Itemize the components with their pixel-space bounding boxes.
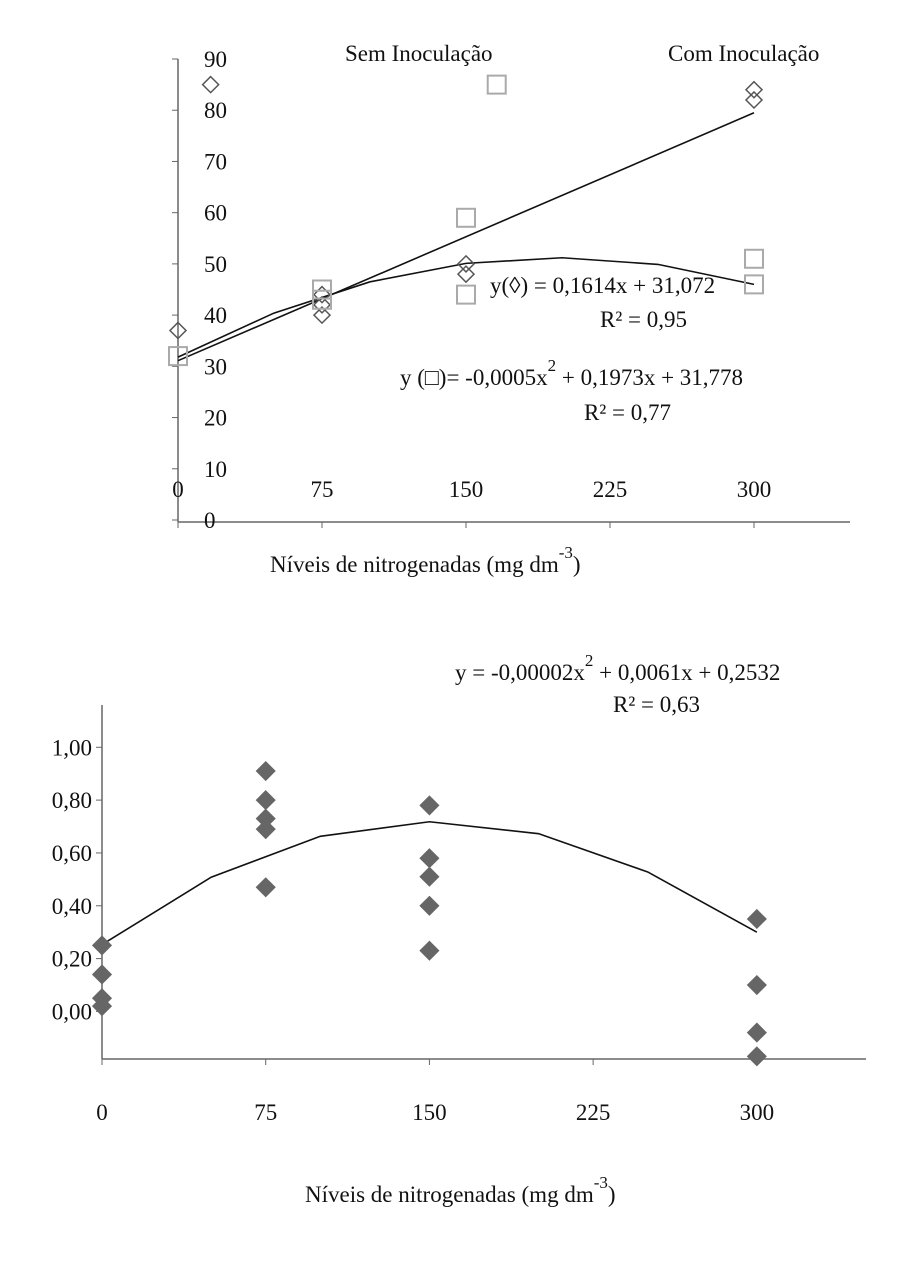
diamond-point (255, 790, 276, 811)
diamond-point (91, 996, 113, 1017)
annotation-part: 2 (548, 356, 557, 375)
x-axis-title-part: -3 (594, 1173, 608, 1192)
legend-label: Sem Inoculação (345, 41, 493, 66)
annotation-part: y (□)= -0,0005x (400, 365, 548, 390)
diamond-point (744, 90, 764, 110)
diamond-point (255, 760, 276, 782)
x-axis-title-part: ) (608, 1182, 616, 1207)
annotation: R² = 0,95 (600, 307, 687, 332)
x-tick-label: 0 (96, 1100, 108, 1125)
diamond-point (744, 80, 764, 99)
trendline (101, 820, 758, 946)
annotation-part: + 0,1973x + 31,778 (556, 365, 743, 390)
x-tick-label: 0 (172, 477, 184, 502)
annotation-part: R² = 0,77 (584, 400, 671, 425)
diamond-point (456, 254, 476, 273)
x-tick-label: 150 (412, 1100, 447, 1125)
diamond-point (168, 321, 188, 340)
trendline (177, 256, 755, 358)
x-axis-title-part: Níveis de nitrogenadas (mg dm (270, 552, 559, 577)
annotation: y (□)= -0,0005x2 + 0,1973x + 31,778 (400, 356, 743, 390)
x-tick-label: 75 (311, 477, 334, 502)
y-tick-label: 0,80 (52, 788, 92, 813)
x-axis-title: Níveis de nitrogenadas (mg dm-3) (270, 543, 581, 577)
annotation-part: y = -0,00002x (455, 660, 585, 685)
x-tick-label: 300 (737, 477, 772, 502)
annotation: R² = 0,77 (584, 400, 671, 425)
annotation-part: 2 (585, 651, 594, 670)
y-tick-label: 70 (204, 149, 227, 174)
y-tick-label: 90 (204, 47, 227, 72)
diamond-point (312, 285, 332, 304)
diamond-point (255, 877, 276, 898)
diamond-point (201, 75, 220, 94)
annotation: R² = 0,63 (613, 692, 700, 717)
y-tick-label: 10 (204, 457, 227, 482)
square-point (168, 346, 188, 367)
square-point (486, 74, 507, 95)
annotation-part: R² = 0,63 (613, 692, 700, 717)
annotation-part: + 0,0061x + 0,2532 (593, 660, 780, 685)
y-tick-label: 50 (204, 252, 227, 277)
diamond-point (255, 819, 276, 840)
y-tick-label: 40 (204, 303, 227, 328)
x-tick-label: 225 (593, 477, 628, 502)
x-axis-title: Níveis de nitrogenadas (mg dm-3) (305, 1173, 616, 1207)
diamond-point (746, 908, 767, 930)
x-tick-label: 225 (576, 1100, 611, 1125)
diamond-point (419, 866, 440, 887)
square-point (744, 248, 764, 269)
y-tick-label: 60 (204, 201, 227, 226)
annotation: y = -0,00002x2 + 0,0061x + 0,2532 (455, 651, 780, 685)
square-point (456, 284, 476, 305)
y-tick-label: 20 (204, 406, 227, 431)
diamond-point (746, 1022, 767, 1043)
square-point (744, 274, 764, 295)
y-tick-label: 0,40 (52, 894, 92, 919)
x-axis-title-part: ) (573, 552, 581, 577)
trendline (177, 112, 755, 362)
y-tick-label: 0,60 (52, 841, 92, 866)
square-point (456, 207, 476, 228)
annotation-part: R² = 0,95 (600, 307, 687, 332)
y-tick-label: 0,00 (52, 999, 92, 1024)
x-tick-label: 300 (740, 1100, 775, 1125)
diamond-point (419, 940, 440, 961)
diamond-point (312, 295, 332, 314)
x-tick-label: 150 (449, 477, 484, 502)
diamond-point (746, 974, 767, 996)
diamond-point (91, 935, 113, 956)
square-point (312, 289, 332, 310)
annotation-part: y(◊) = 0,1614x + 31,072 (490, 273, 715, 298)
y-tick-label: 0,20 (52, 947, 92, 972)
x-tick-label: 75 (254, 1100, 277, 1125)
diamond-point (419, 795, 440, 816)
diamond-point (746, 1046, 767, 1067)
square-point (312, 279, 332, 300)
y-tick-label: 1,00 (52, 735, 92, 760)
annotation: y(◊) = 0,1614x + 31,072 (490, 273, 715, 298)
legend-label: Com Inoculação (668, 41, 819, 66)
diamond-point (91, 964, 113, 985)
y-tick-label: 30 (204, 354, 227, 379)
y-tick-label: 80 (204, 98, 227, 123)
x-axis-title-part: -3 (559, 543, 573, 562)
y-tick-label: 0 (204, 508, 216, 533)
diamond-point (312, 306, 332, 325)
diamond-point (456, 265, 476, 284)
diamond-point (419, 848, 440, 869)
x-axis-title-part: Níveis de nitrogenadas (mg dm (305, 1182, 594, 1207)
diamond-point (419, 895, 440, 916)
